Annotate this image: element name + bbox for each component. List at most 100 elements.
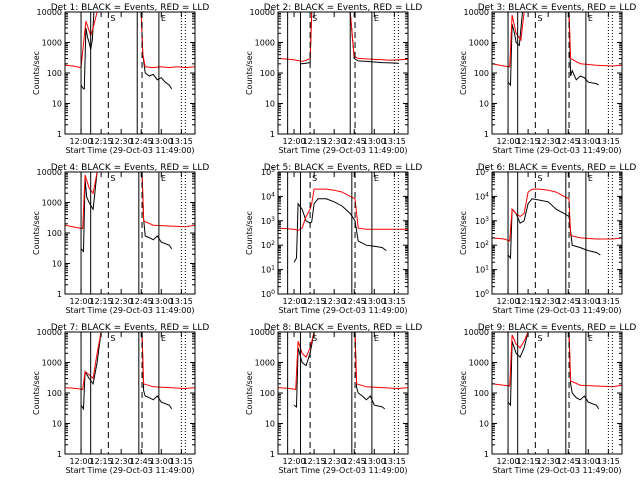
y-tick-label: 100 <box>261 289 275 299</box>
marker-letter-E: E <box>374 174 379 183</box>
y-tick-label: 10000 <box>37 8 62 17</box>
marker-letter-S: S <box>110 14 115 23</box>
y-tick-label: 100 <box>474 69 489 78</box>
detector-panel-7: S E11010010001000012:0012:1512:3012:4513:… <box>32 323 209 475</box>
lld-series-line <box>278 188 408 232</box>
events-series-line <box>293 332 386 410</box>
x-tick-label: 12:45 <box>130 297 153 306</box>
y-tick-label: 1 <box>270 450 275 459</box>
marker-letter-E: E <box>374 334 379 343</box>
y-tick-label: 10000 <box>37 328 62 337</box>
x-tick-label: 12:15 <box>517 137 540 146</box>
plot-frame <box>491 171 623 295</box>
detector-panel-5: S E 100 101 102 103 104 105 12:0012:1512:3012:45… <box>245 163 422 315</box>
y-axis-label: Counts/sec <box>459 211 468 255</box>
y-tick-label: 101 <box>475 265 489 275</box>
x-tick-label: 12:45 <box>557 457 580 466</box>
marker-letter-S: S <box>312 14 317 23</box>
x-tick-label: 13:00 <box>577 457 600 466</box>
x-tick-label: 13:15 <box>170 457 193 466</box>
x-tick-label: 12:00 <box>70 297 93 306</box>
y-tick-label: 104 <box>261 191 275 201</box>
panel-title: Det 1: BLACK = Events, RED = LLD <box>51 3 210 13</box>
marker-letter-E: E <box>161 334 166 343</box>
panel-title: Det 8: BLACK = Events, RED = LLD <box>264 323 423 333</box>
x-axis-label: Start Time (29-Oct-03 11:49:00) <box>65 146 194 155</box>
y-tick-label: 1000 <box>469 359 489 368</box>
x-tick-label: 13:00 <box>150 137 173 146</box>
x-tick-label: 12:30 <box>110 457 133 466</box>
panel-title: Det 5: BLACK = Events, RED = LLD <box>264 163 423 173</box>
marker-letter-E: E <box>588 334 593 343</box>
x-tick-label: 12:15 <box>303 137 326 146</box>
x-tick-label: 12:45 <box>130 457 153 466</box>
x-axis-label: Start Time (29-Oct-03 11:49:00) <box>278 146 407 155</box>
x-tick-label: 12:30 <box>323 457 346 466</box>
y-tick-label: 102 <box>475 240 489 250</box>
marker-letter-S: S <box>312 334 317 343</box>
y-axis-label: Counts/sec <box>32 371 41 415</box>
y-tick-label: 10 <box>479 100 489 109</box>
lld-series-line <box>65 12 195 69</box>
x-tick-label: 12:45 <box>343 297 366 306</box>
x-tick-label: 12:45 <box>130 137 153 146</box>
x-tick-label: 12:15 <box>303 457 326 466</box>
x-tick-label: 12:00 <box>497 297 520 306</box>
y-axis-label: Counts/sec <box>32 211 41 255</box>
marker-letter-S: S <box>537 174 542 183</box>
events-series-line <box>80 12 173 90</box>
x-tick-label: 13:00 <box>363 457 386 466</box>
y-tick-label: 10 <box>52 260 62 269</box>
x-tick-label: 12:30 <box>110 137 133 146</box>
detector-panel-4: S E11010010001000012:0012:1512:3012:4513:… <box>32 163 209 315</box>
marker-letter-E: E <box>161 174 166 183</box>
y-tick-label: 103 <box>475 216 489 226</box>
x-tick-label: 12:30 <box>323 137 346 146</box>
x-tick-label: 12:30 <box>537 457 560 466</box>
y-tick-label: 102 <box>261 240 275 250</box>
detector-panel-1: S E11010010001000012:0012:1512:3012:4513:… <box>32 3 209 155</box>
marker-letter-S: S <box>312 174 317 183</box>
y-tick-label: 10000 <box>464 328 489 337</box>
x-tick-label: 13:15 <box>383 297 406 306</box>
y-tick-label: 10 <box>52 420 62 429</box>
y-tick-label: 1 <box>57 450 62 459</box>
y-tick-label: 10000 <box>250 328 275 337</box>
events-series-line <box>507 12 599 87</box>
x-tick-label: 13:15 <box>170 297 193 306</box>
y-tick-label: 100 <box>47 389 62 398</box>
y-tick-label: 100 <box>47 69 62 78</box>
y-tick-label: 1000 <box>469 39 489 48</box>
lld-series-line <box>278 12 408 62</box>
lld-series-line <box>492 12 622 68</box>
panel-title: Det 2: BLACK = Events, RED = LLD <box>264 3 423 13</box>
y-tick-label: 10 <box>265 420 275 429</box>
panel-title: Det 3: BLACK = Events, RED = LLD <box>478 3 637 13</box>
y-tick-label: 1 <box>270 130 275 139</box>
x-tick-label: 12:15 <box>90 137 113 146</box>
x-tick-label: 12:30 <box>323 297 346 306</box>
x-tick-label: 12:15 <box>303 297 326 306</box>
x-tick-label: 13:15 <box>597 457 620 466</box>
x-tick-label: 13:00 <box>577 297 600 306</box>
y-tick-label: 103 <box>261 216 275 226</box>
y-tick-label: 104 <box>475 191 489 201</box>
y-tick-label: 100 <box>260 389 275 398</box>
x-tick-label: 12:30 <box>537 297 560 306</box>
x-tick-label: 12:00 <box>283 457 306 466</box>
y-tick-label: 10000 <box>250 8 275 17</box>
x-axis-label: Start Time (29-Oct-03 11:49:00) <box>278 466 407 475</box>
x-tick-label: 13:00 <box>150 297 173 306</box>
y-tick-label: 1000 <box>42 359 62 368</box>
events-series-line <box>80 172 173 253</box>
y-tick-label: 1000 <box>42 39 62 48</box>
y-axis-label: Counts/sec <box>459 371 468 415</box>
marker-letter-E: E <box>374 14 379 23</box>
marker-letter-S: S <box>110 334 115 343</box>
y-axis-label: Counts/sec <box>459 51 468 95</box>
detector-panel-2: S E11010010001000012:0012:1512:3012:4513:… <box>245 3 422 155</box>
x-tick-label: 12:45 <box>557 297 580 306</box>
y-tick-label: 10000 <box>464 8 489 17</box>
x-tick-label: 12:00 <box>497 137 520 146</box>
